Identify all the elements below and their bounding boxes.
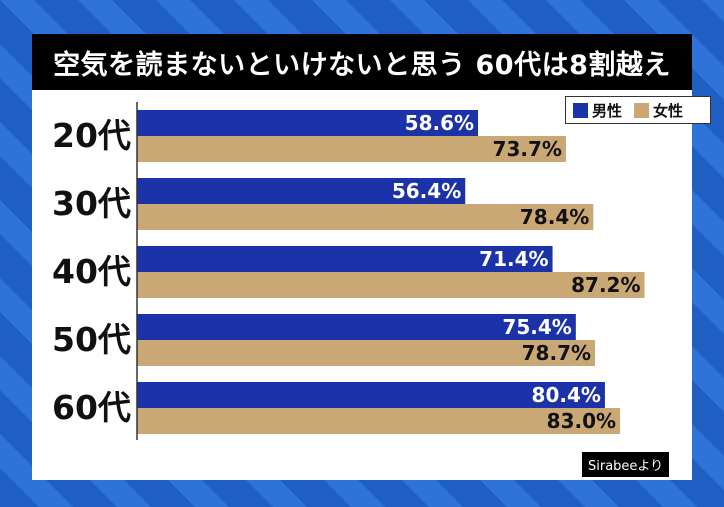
bar-female: [137, 340, 596, 366]
bar-male: [137, 246, 553, 272]
data-label-male: 56.4%: [392, 179, 461, 203]
legend-item-female: 女性: [634, 100, 683, 121]
legend-label-female: 女性: [653, 101, 684, 120]
bar-female: [137, 204, 594, 230]
data-label-female: 78.4%: [520, 205, 589, 229]
data-label-female: 83.0%: [547, 409, 616, 433]
data-label-female: 87.2%: [571, 273, 640, 297]
legend-swatch-female: [634, 102, 650, 118]
legend-item-male: 男性: [573, 100, 622, 121]
legend: 男性 女性: [565, 96, 711, 124]
data-label-male: 75.4%: [502, 315, 571, 339]
bar-male: [137, 382, 605, 408]
bar-male: [137, 314, 576, 340]
category-label: 50代: [52, 320, 131, 359]
category-label: 60代: [52, 388, 131, 427]
data-label-male: 58.6%: [405, 111, 474, 135]
source-credit: Sirabeeより: [582, 452, 670, 477]
bar-male: [137, 110, 479, 136]
bar-male: [137, 178, 466, 204]
category-label: 20代: [52, 116, 131, 155]
data-label-male: 71.4%: [479, 247, 548, 271]
bar-female: [137, 136, 566, 162]
bar-female: [137, 408, 621, 434]
chart-panel: 20代 58.6% 73.7% 30代 56.4% 78.4% 40代 71.4% 87.2% 5…: [32, 90, 711, 480]
bar-female: [137, 272, 645, 298]
bar-chart: 20代 58.6% 73.7% 30代 56.4% 78.4% 40代 71.4% 87.2% 5…: [52, 102, 645, 440]
data-label-male: 80.4%: [532, 383, 601, 407]
data-label-female: 78.7%: [522, 341, 591, 365]
chart-title: 空気を読まないといけないと思う 60代は8割越え: [32, 34, 692, 90]
category-label: 40代: [52, 252, 131, 291]
legend-label-male: 男性: [592, 101, 623, 120]
background-stripe: [702, 0, 724, 22]
legend-swatch-male: [573, 102, 588, 118]
category-label: 30代: [52, 184, 131, 223]
data-label-female: 73.7%: [493, 137, 562, 161]
